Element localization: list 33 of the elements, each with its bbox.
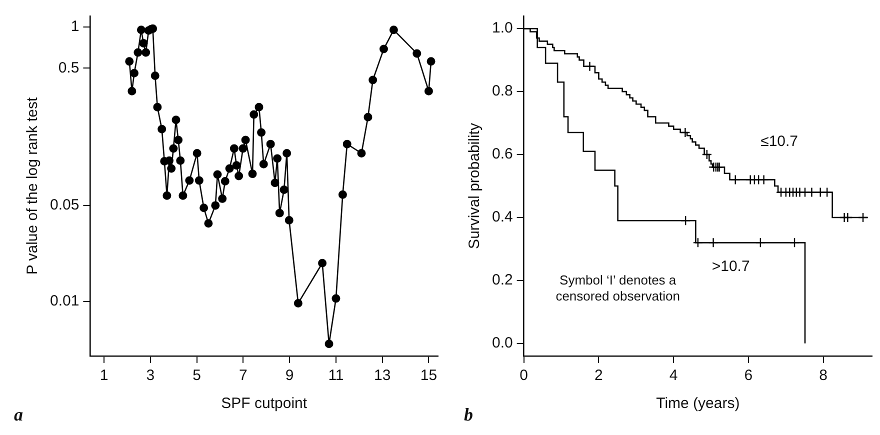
y-tick-label: 1.0 [492, 20, 513, 37]
x-tick-label: 3 [146, 367, 155, 384]
x-axis-title: SPF cutpoint [221, 395, 308, 412]
x-tick-label: 4 [669, 367, 678, 384]
x-tick-label: 9 [285, 367, 294, 384]
y-tick-label: 0.6 [492, 146, 513, 163]
y-tick-label: 0.0 [492, 334, 513, 352]
x-axis-title: Time (years) [656, 395, 740, 412]
point [702, 149, 712, 160]
y-tick-label: 0.4 [492, 208, 513, 226]
text: a [14, 404, 23, 425]
x-tick-label: 1 [100, 367, 108, 384]
x-tick-label: 15 [420, 367, 438, 384]
x-tick-label: 13 [374, 367, 391, 384]
x-tick-label: 5 [192, 367, 202, 384]
y-tick-label: 1 [70, 18, 80, 36]
series-label: >10.7 [712, 258, 750, 275]
y-tick-label: 0.05 [50, 196, 80, 214]
x-tick-label: 6 [744, 367, 753, 384]
x-tick-label: 8 [819, 367, 828, 384]
x-tick-label: 7 [239, 367, 248, 384]
y-tick-label: 0.8 [492, 82, 513, 100]
y-axis-title: Survival probability [466, 122, 484, 249]
y-tick-label: 0.5 [58, 59, 80, 76]
y-tick-label: 0.2 [492, 272, 513, 289]
x-tick-label: 0 [520, 367, 528, 384]
text: b [464, 404, 473, 425]
y-axis-title: P value of the log rank test [24, 96, 42, 275]
annotation: Symbol ‘I’ denotes a censored observation [556, 272, 680, 304]
x-tick-label: 11 [328, 367, 344, 384]
y-tick-label: 0.01 [50, 292, 80, 310]
x-tick-label: 2 [594, 367, 603, 384]
series-label: ≤10.7 [760, 132, 798, 150]
